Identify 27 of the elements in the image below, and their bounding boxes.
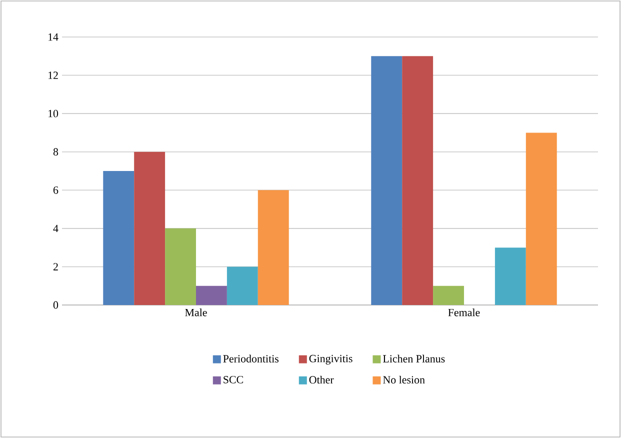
x-tick-label: Male [185,308,207,316]
legend-label: Periodontitis [223,354,279,362]
bar [402,56,434,305]
legend-label: No lesion [383,376,425,384]
bar [494,248,526,305]
y-tick-label: 10 [48,110,58,118]
bar [103,171,134,305]
y-tick-label: 0 [53,301,58,309]
legend-label: Lichen Planus [383,354,445,362]
bar [226,266,258,305]
bar [371,56,402,305]
x-tick-label: Female [448,308,480,316]
y-tick-label: 4 [53,224,58,232]
y-tick-label: 2 [53,263,58,270]
bar [196,286,227,305]
legend-label: SCC [224,376,243,384]
bar [526,132,557,305]
y-tick-label: 6 [53,186,58,194]
bar [433,286,464,305]
legend-label: Gingivitis [309,354,352,365]
legend-label: Other [309,376,334,384]
y-tick-label: 14 [48,33,58,41]
y-tick-label: 12 [48,72,58,79]
bar [134,152,166,305]
y-tick-label: 8 [53,148,58,156]
bar [165,228,196,305]
bar [258,190,289,305]
